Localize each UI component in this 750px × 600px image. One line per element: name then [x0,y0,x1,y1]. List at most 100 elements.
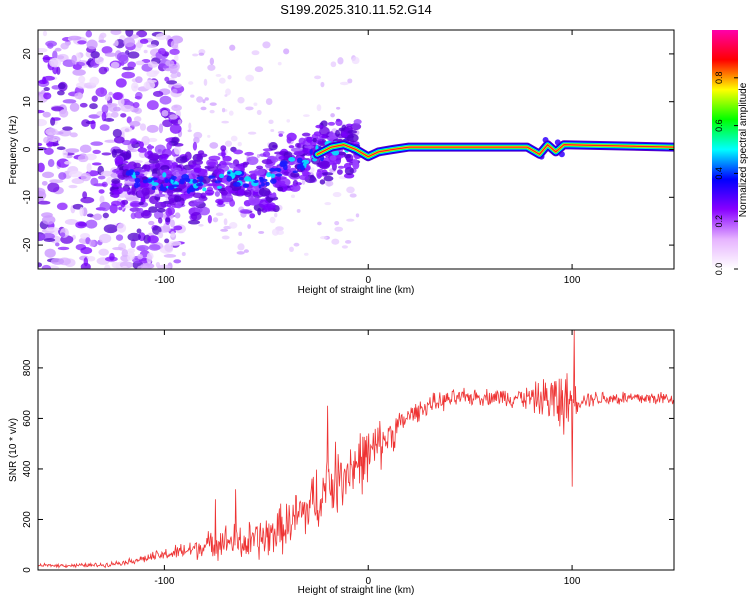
spectrogram-blob [56,202,68,211]
spectrogram-blob [274,212,278,218]
spectrogram-blob [148,152,160,161]
spectrogram-blob [89,103,98,110]
spectrogram-blob [319,235,328,240]
spectrogram-blob [74,92,84,100]
spectrogram-blob [54,47,62,52]
spectrogram-blob [56,55,65,60]
spectrogram-blob [230,135,238,142]
colorbar-ticks: 0.0 0.2 0.4 0.6 0.8 [714,72,738,275]
spectrogram-blob [134,177,141,183]
spectrogram-blob [110,111,119,118]
spectrogram-blob [147,144,153,152]
spectrogram-blob [329,155,337,161]
spectrogram-blob [165,59,175,67]
snr-x-label: Height of straight line (km) [298,585,415,596]
spectrogram-blob [98,248,109,256]
spectrogram-blob [62,99,77,104]
spectrogram-blob [45,227,60,232]
spectrogram-blob [321,172,334,176]
snr-y-tick-label: 0 [22,567,33,573]
spectrogram-blob [170,175,177,180]
spectrogram-blob [296,157,303,164]
snr-frame [37,329,675,571]
spectrogram-blob [207,214,212,224]
spectrogram-blob [158,47,166,55]
spectrogram-blob [80,247,93,255]
spectrogram-blob [293,150,304,156]
spectrogram-blob [200,106,207,111]
spectrogram-blob [278,178,291,187]
spectrogram-blob [207,134,211,138]
spectrogram-blob [38,146,47,151]
spectrogram-blob [209,102,217,106]
snr-x-tick-label: -100 [154,576,174,587]
spectrogram-blob [320,81,325,88]
spectrogram-blob [58,82,66,90]
spectrogram-blob [68,170,83,178]
spectrogram-blob [269,167,276,172]
spectrogram-blob [237,141,242,147]
spectrogram-blob [157,217,163,224]
spectrogram-blob [238,231,243,237]
spectrogram-blob [171,184,180,188]
spectrogram-blob [113,149,124,154]
spectrogram-blob [148,244,161,251]
spectrogram-blob [75,221,87,229]
spectrogram-blob [123,37,136,48]
spectrogram-blob [312,137,317,143]
spectrogram-blob [69,132,78,138]
spectrogram-blob [343,153,351,159]
spectrogram-blob [121,71,136,79]
spectrogram-blob [204,97,209,101]
spectrogram-blob [188,122,192,130]
spectrogram-blob [143,164,151,172]
spectrogram-blob [83,257,89,267]
spectrogram-blob [331,238,340,245]
spectrogram-blob [90,141,104,146]
spectrogram-blob [253,102,258,107]
spectrogram-blob [109,252,115,261]
spectrogram-blob [258,230,265,234]
spectrogram-blob [98,39,107,44]
spectrogram-blob [306,164,311,171]
spectrogram-blob [211,182,222,187]
snr-y-ticks: 0 200 400 600 800 [22,359,674,573]
spectrogram-blob [177,119,182,125]
spectrogram-blob [185,178,191,183]
spectrogram-blob [187,129,192,133]
spectrogram-blob [286,119,291,123]
spectrogram-blob [57,90,65,96]
spectrogram-blob [127,232,142,242]
spectrogram-blob [198,168,208,178]
spectrogram-blob [64,160,72,165]
spectrogram-blob [77,154,89,163]
spectrogram-blob [112,246,124,251]
spectrogram-blob [124,105,132,110]
spectrogram-blob [165,207,173,217]
spectrogram-blob [146,70,158,78]
spectrogram-blob [277,61,282,66]
spectrogram-blob [92,149,101,154]
spectrogram-blob [69,102,80,112]
spectrogram-blob [132,101,140,109]
spectrogram-blob [220,190,228,196]
spectrogram-x-ticks: -100 0 100 [154,30,581,286]
spectrogram-blob [52,50,58,61]
spectrogram-blob [76,82,88,89]
spectrogram-blob [138,182,150,188]
spectrogram-blob [173,259,182,264]
spectrogram-blob [207,64,216,71]
spectrogram-blob [347,130,358,134]
spectrogram-blob [270,173,276,178]
spectrogram-blob [86,255,96,262]
spectrogram-blob [181,155,187,161]
spectrogram-blob [224,94,228,97]
spectrogram-blob [38,118,48,127]
spectrogram-blob [262,151,271,158]
colorbar-tick-label: 0.8 [714,72,724,85]
spectrogram-blob [203,78,208,86]
spectrogram-blob [164,238,170,244]
spectrogram-blob [198,52,205,56]
spectrogram-blob [99,124,110,131]
